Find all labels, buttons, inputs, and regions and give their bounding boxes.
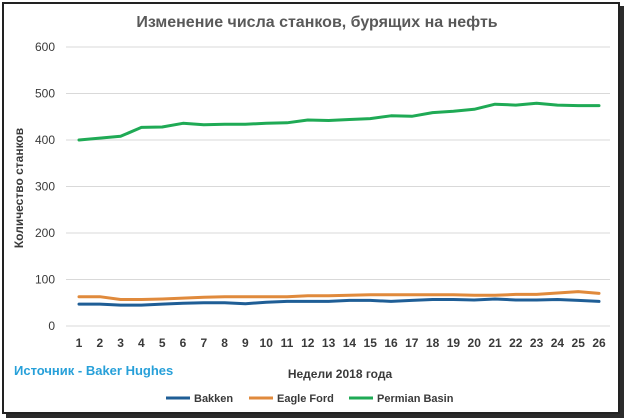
x-tick-label: 19 xyxy=(447,336,461,350)
x-tick-label: 4 xyxy=(138,336,145,350)
x-tick-label: 22 xyxy=(509,336,523,350)
x-tick-label: 5 xyxy=(159,336,166,350)
x-tick-label: 16 xyxy=(384,336,398,350)
y-tick-label: 600 xyxy=(35,40,55,54)
x-tick-label: 12 xyxy=(301,336,315,350)
x-tick-label: 9 xyxy=(242,336,249,350)
legend: Bakken Eagle Ford Permian Basin xyxy=(166,393,454,405)
x-tick-label: 14 xyxy=(343,336,357,350)
series-line-eagle-ford xyxy=(77,290,601,301)
y-tick-label: 200 xyxy=(35,226,55,240)
source-note: Источник - Baker Hughes xyxy=(14,363,173,378)
x-tick-label: 20 xyxy=(468,336,482,350)
x-tick-label: 6 xyxy=(180,336,187,350)
x-tick-label: 23 xyxy=(530,336,544,350)
legend-label: Bakken xyxy=(194,393,233,405)
y-tick-label: 100 xyxy=(35,273,55,287)
x-tick-label: 7 xyxy=(200,336,207,350)
x-tick-label: 21 xyxy=(488,336,502,350)
x-tick-label: 1 xyxy=(76,336,83,350)
x-tick-labels: 1 2 3 4 5 6 7 8 9 10 11 12 13 14 15 16 17 18 19 20 21 22 23 24 2… xyxy=(76,336,606,350)
chart-title: Изменение числа станков, бурящих на нефт… xyxy=(136,14,497,31)
y-tick-label: 400 xyxy=(35,133,55,147)
grid xyxy=(66,46,610,327)
series-lines xyxy=(77,101,601,307)
x-tick-label: 18 xyxy=(426,336,440,350)
x-tick-label: 17 xyxy=(405,336,419,350)
legend-label: Permian Basin xyxy=(377,393,454,405)
y-tick-label: 500 xyxy=(35,87,55,101)
x-tick-label: 2 xyxy=(96,336,103,350)
y-tick-label: 300 xyxy=(35,180,55,194)
x-tick-label: 3 xyxy=(117,336,124,350)
x-tick-label: 11 xyxy=(281,336,294,350)
x-tick-label: 8 xyxy=(221,336,228,350)
y-axis-label: Количество станков xyxy=(12,128,26,248)
x-tick-label: 24 xyxy=(551,336,565,350)
y-tick-label: 0 xyxy=(48,319,55,333)
series-line-bakken xyxy=(77,297,601,307)
x-tick-label: 15 xyxy=(364,336,378,350)
x-tick-label: 13 xyxy=(322,336,336,350)
chart-frame xyxy=(2,2,620,414)
y-tick-labels: 0 100 200 300 400 500 600 xyxy=(35,40,55,333)
x-tick-label: 25 xyxy=(572,336,586,350)
x-tick-label: 26 xyxy=(592,336,606,350)
x-tick-label: 10 xyxy=(260,336,274,350)
legend-label: Eagle Ford xyxy=(277,393,334,405)
series-line-permian-basin xyxy=(77,101,601,142)
x-axis-label: Недели 2018 года xyxy=(288,367,393,381)
